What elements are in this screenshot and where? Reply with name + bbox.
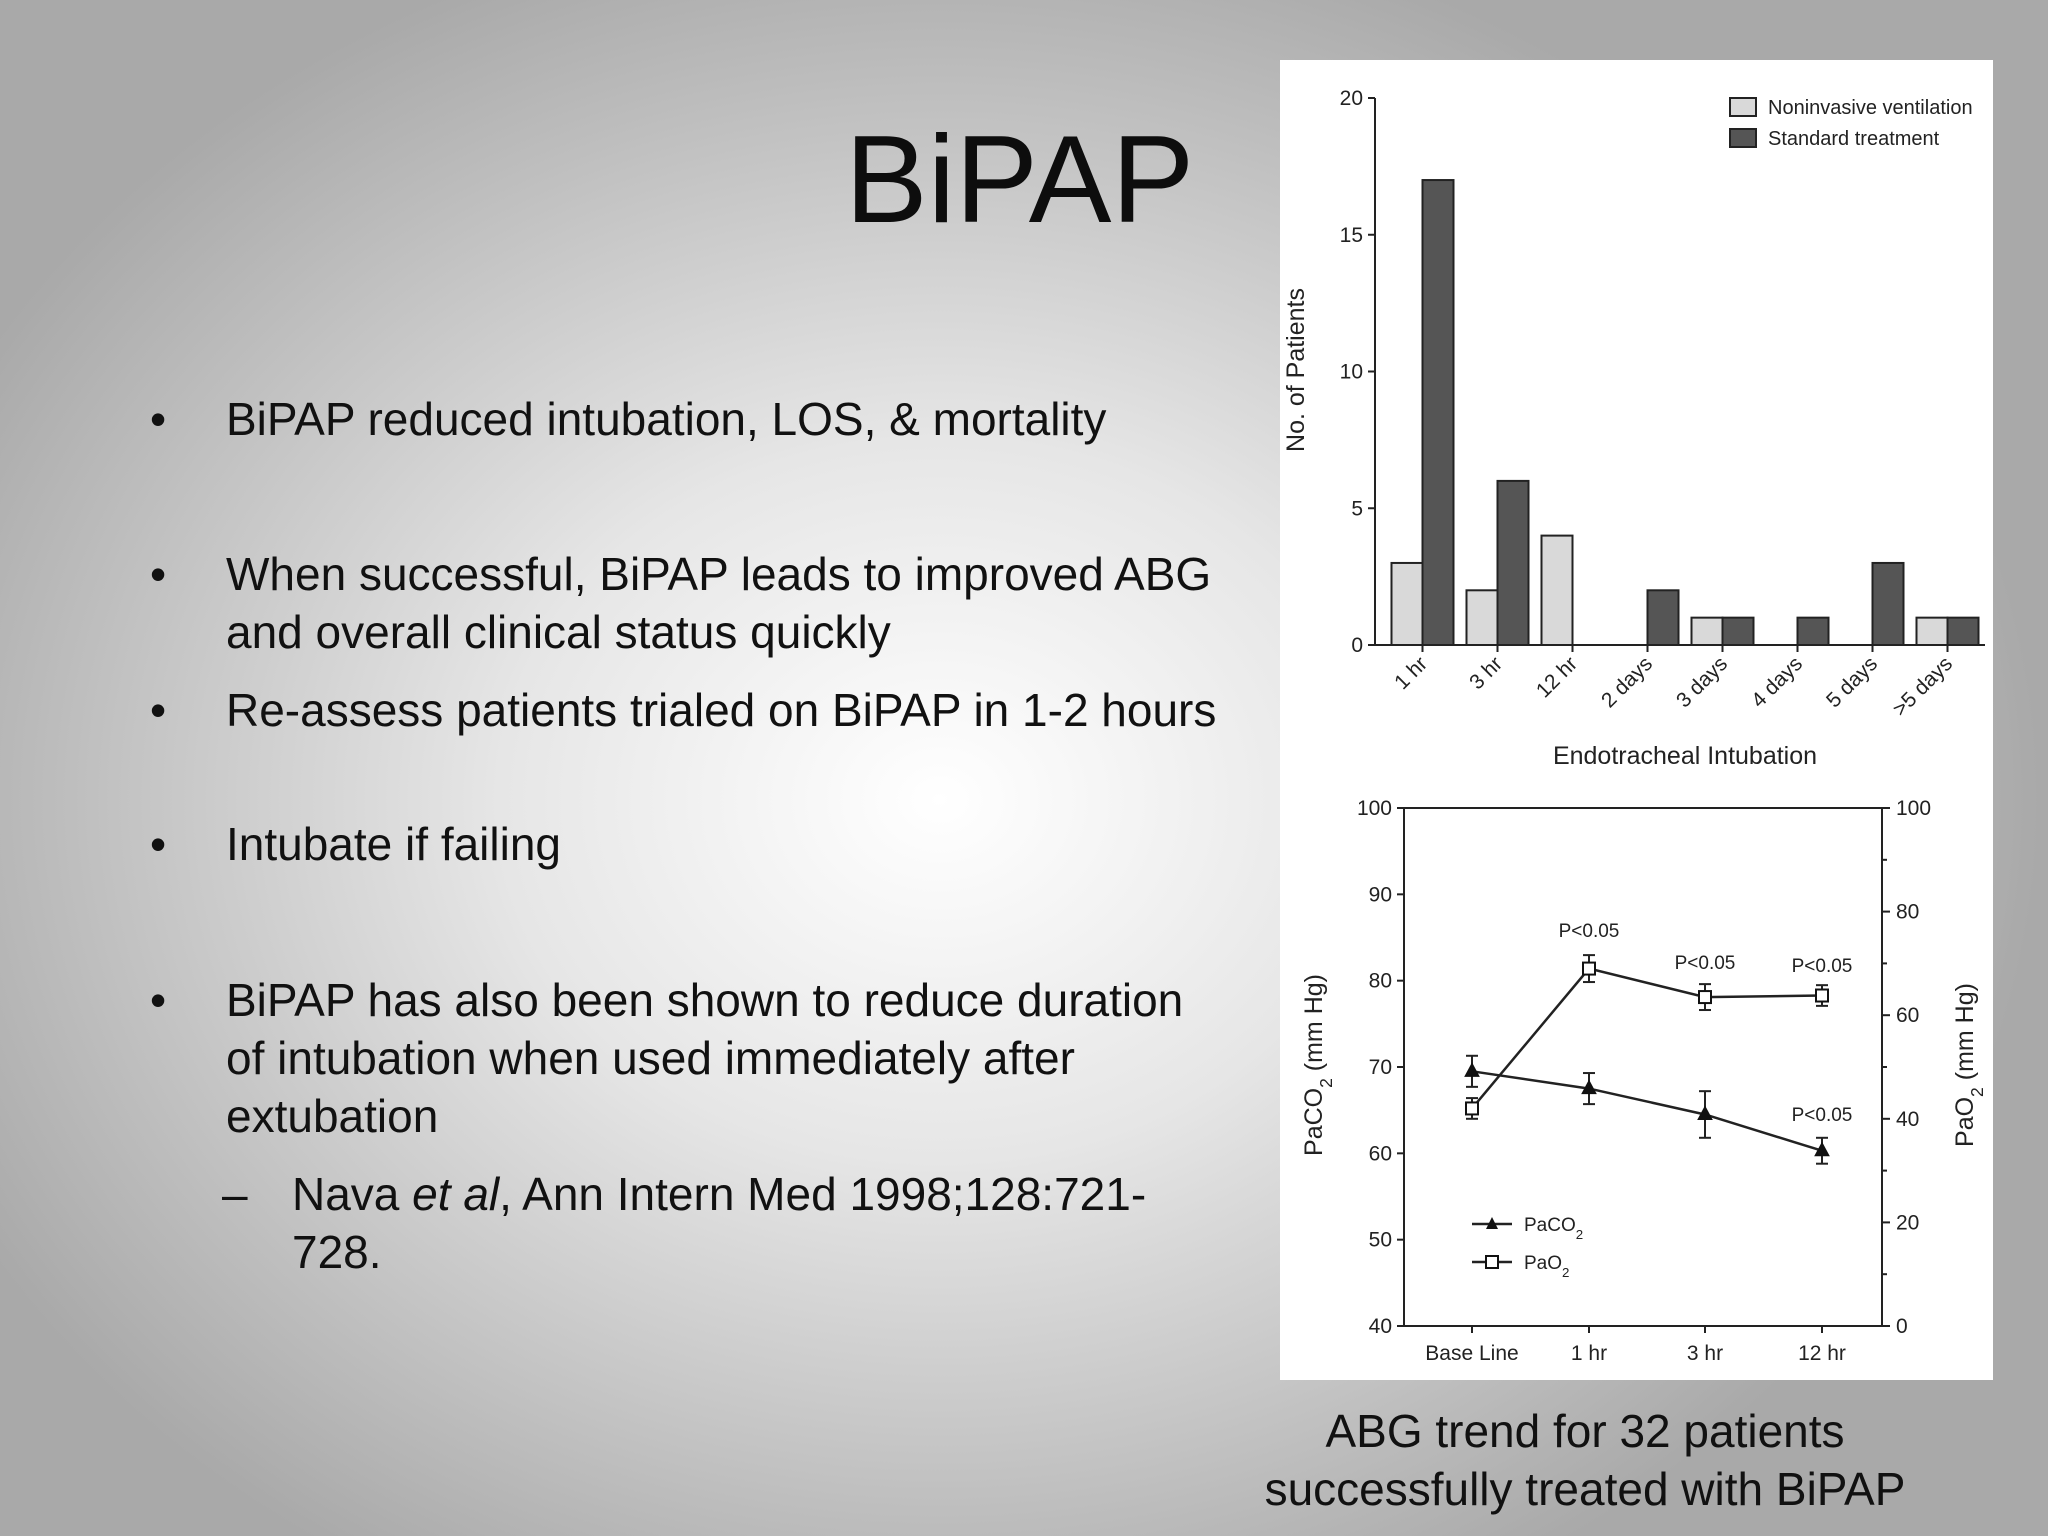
legend-swatch [1729, 128, 1757, 148]
citation-text: Nava et al, Ann Intern Med 1998;128:721-… [292, 1165, 1212, 1281]
bullet-glyph: • [150, 393, 167, 445]
line-right-axis-label: PaO2 (mm Hg) [1951, 983, 1987, 1147]
bullet-glyph: • [150, 818, 167, 870]
significance-label: P<0.05 [1559, 921, 1620, 942]
bar-standard [1796, 616, 1830, 647]
bar-x-tick-label: 3 hr [1465, 652, 1507, 694]
line-right-tick-label: 80 [1896, 901, 1919, 924]
line-left-tick-label: 90 [1369, 883, 1392, 906]
line-right-tick-label: 100 [1896, 797, 1931, 820]
bar-x-tick-label: 12 hr [1532, 652, 1582, 702]
bullet-text: Re-assess patients trialed on BiPAP in 1… [226, 684, 1217, 736]
bar-standard [1946, 616, 1980, 647]
citation-etal: et al [412, 1168, 500, 1220]
bullet-text: When successful, BiPAP leads to improved… [226, 548, 1212, 658]
paco2-marker [1697, 1105, 1713, 1120]
bullet-glyph: • [150, 548, 167, 600]
line-left-tick-label: 60 [1369, 1142, 1392, 1165]
bar-y-tick-label: 20 [1340, 87, 1363, 110]
figure-svg: 0 5 10 15 20 No. of Patients 1 hr 3 hr 12 hr 2 da… [1282, 87, 1987, 1365]
line-x-tick-label: 3 hr [1687, 1342, 1723, 1365]
line-right-tick-label: 20 [1896, 1211, 1919, 1234]
figure-panel: 0 5 10 15 20 No. of Patients 1 hr 3 hr 12 hr 2 da… [1280, 60, 1993, 1380]
bar-noninvasive [1690, 616, 1724, 647]
legend-swatch [1729, 97, 1757, 117]
line-left-tick-label: 100 [1357, 797, 1392, 820]
bar-x-tick-label: 3 days [1672, 652, 1732, 712]
bullet-glyph: • [150, 974, 167, 1026]
paco2-marker [1464, 1062, 1480, 1077]
significance-label: P<0.05 [1792, 956, 1853, 977]
bar-noninvasive [1390, 561, 1424, 647]
significance-label: P<0.05 [1675, 953, 1736, 974]
bar-standard [1646, 589, 1680, 646]
bar-x-axis-label: Endotracheal Intubation [1553, 742, 1817, 770]
bar-x-tick-label: 4 days [1747, 652, 1807, 712]
bar-noninvasive [1915, 616, 1949, 647]
dash-glyph: – [222, 1168, 248, 1220]
bar-noninvasive [1540, 534, 1574, 647]
citation-rest: , Ann Intern Med 1998;128:721-728. [292, 1168, 1147, 1278]
bullet-text: BiPAP has also been shown to reduce dura… [226, 974, 1184, 1142]
significance-label: P<0.05 [1792, 1105, 1853, 1126]
bar-y-tick-label: 10 [1340, 361, 1363, 384]
line-left-tick-label: 70 [1369, 1056, 1392, 1079]
bar-standard [1871, 561, 1905, 647]
legend-marker-pao2 [1485, 1255, 1499, 1269]
line-right-tick-label: 60 [1896, 1004, 1919, 1027]
series-line-PaO2 [1471, 967, 1823, 1110]
bullet-glyph: • [150, 684, 167, 736]
line-x-tick-label: 1 hr [1571, 1342, 1607, 1365]
pao2-marker [1698, 990, 1712, 1005]
bullet-text: Intubate if failing [226, 818, 562, 870]
line-x-tick-label: Base Line [1425, 1342, 1518, 1365]
bar-y-axis-label: No. of Patients [1282, 288, 1310, 452]
legend-label: PaCO2 [1524, 1215, 1583, 1242]
pao2-marker [1815, 988, 1829, 1003]
line-left-tick-label: 50 [1369, 1229, 1392, 1252]
line-x-tick-label: 12 hr [1798, 1342, 1846, 1365]
slide-title: BiPAP [845, 111, 1195, 249]
pao2-marker [1465, 1101, 1479, 1116]
figure-caption: ABG trend for 32 patients successfully t… [1264, 1405, 1906, 1515]
bar-x-tick-label: 5 days [1822, 652, 1882, 712]
legend-label: Noninvasive ventilation [1768, 97, 1973, 119]
paco2-marker [1581, 1079, 1597, 1095]
legend-label: Standard treatment [1768, 128, 1940, 150]
line-right-tick-label: 40 [1896, 1108, 1919, 1131]
bar-y-tick-label: 0 [1351, 634, 1363, 657]
bar-standard [1721, 616, 1755, 647]
bar-standard [1421, 179, 1455, 647]
paco2-marker [1814, 1141, 1830, 1157]
line-right-tick-label: 0 [1896, 1315, 1908, 1338]
bar-x-tick-label: 1 hr [1390, 652, 1432, 694]
bar-standard [1496, 479, 1530, 646]
pao2-marker [1582, 961, 1596, 976]
bar-x-tick-label: >5 days [1888, 652, 1957, 721]
line-left-tick-label: 80 [1369, 970, 1392, 993]
bar-x-tick-label: 2 days [1597, 652, 1657, 712]
legend-label: PaO2 [1524, 1253, 1569, 1280]
bar-noninvasive [1465, 589, 1499, 646]
bar-y-tick-label: 5 [1351, 497, 1363, 520]
bar-y-tick-label: 15 [1340, 224, 1363, 247]
series-line-PaCO2 [1471, 1070, 1823, 1152]
bullet-text: BiPAP reduced intubation, LOS, & mortali… [226, 393, 1107, 445]
line-left-tick-label: 40 [1369, 1315, 1392, 1338]
line-left-axis-label: PaCO2 (mm Hg) [1300, 974, 1336, 1156]
legend-marker-paco2 [1486, 1217, 1498, 1229]
citation-author: Nava [292, 1168, 413, 1220]
